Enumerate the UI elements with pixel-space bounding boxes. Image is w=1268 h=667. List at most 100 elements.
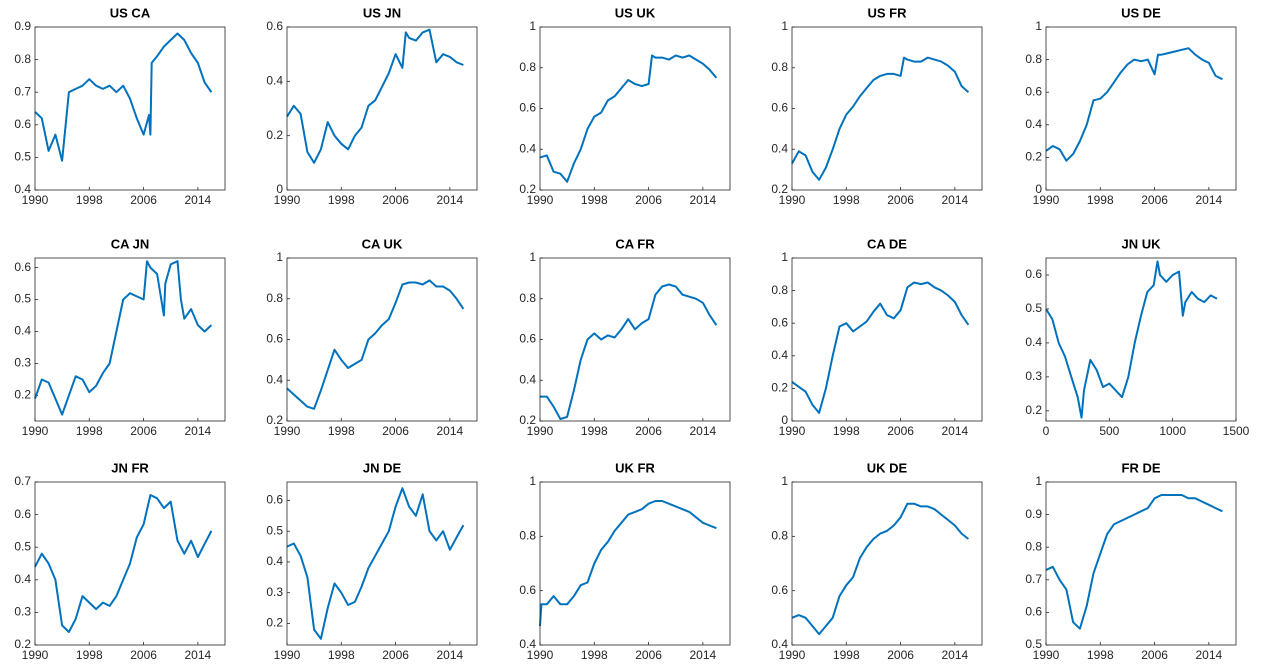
x-tick-label: 2006 bbox=[887, 648, 914, 662]
chart-title: UK FR bbox=[615, 460, 655, 475]
data-line bbox=[286, 487, 465, 640]
y-tick-label: 0.4 bbox=[1025, 335, 1042, 349]
x-tick-label: 2006 bbox=[130, 424, 157, 438]
x-tick-label: 1990 bbox=[527, 648, 554, 662]
y-tick-label: 0.8 bbox=[771, 529, 788, 543]
axes-box bbox=[539, 257, 731, 422]
x-tick-label: 1998 bbox=[833, 193, 860, 207]
x-tick-label: 2014 bbox=[690, 648, 717, 662]
x-tick-label: 1998 bbox=[581, 648, 608, 662]
y-tick-label: 0.9 bbox=[1025, 507, 1042, 521]
x-tick-label: 2006 bbox=[635, 648, 662, 662]
x-tick-label: 2006 bbox=[382, 193, 409, 207]
x-tick-label: 1998 bbox=[328, 424, 355, 438]
y-tick-label: 1 bbox=[1035, 19, 1042, 33]
x-tick-label: 1998 bbox=[328, 193, 355, 207]
x-tick-label: 2014 bbox=[185, 424, 212, 438]
y-tick-label: 0.6 bbox=[519, 101, 536, 115]
x-tick-label: 2006 bbox=[635, 424, 662, 438]
axes-box bbox=[286, 257, 478, 422]
y-tick-label: 0.6 bbox=[519, 332, 536, 346]
axes-box bbox=[1045, 26, 1237, 191]
chart-title: JN DE bbox=[363, 460, 402, 475]
x-tick-label: 1998 bbox=[328, 648, 355, 662]
chart-title: CA FR bbox=[615, 236, 655, 251]
y-tick-label: 0.4 bbox=[771, 637, 788, 651]
x-tick-label: 2006 bbox=[1141, 193, 1168, 207]
x-tick-label: 1990 bbox=[779, 424, 806, 438]
chart-title: US CA bbox=[110, 5, 151, 20]
x-tick-label: 1990 bbox=[22, 193, 49, 207]
y-tick-label: 0.6 bbox=[266, 493, 283, 507]
chart-title: CA DE bbox=[867, 236, 907, 251]
y-tick-label: 0.3 bbox=[1025, 369, 1042, 383]
y-tick-label: 0.2 bbox=[266, 128, 283, 142]
x-tick-label: 2014 bbox=[185, 648, 212, 662]
y-tick-label: 0.2 bbox=[771, 381, 788, 395]
y-tick-label: 0.6 bbox=[14, 507, 31, 521]
y-tick-label: 0.5 bbox=[14, 292, 31, 306]
chart-title: CA UK bbox=[362, 236, 403, 251]
y-tick-label: 0.8 bbox=[519, 529, 536, 543]
x-tick-label: 1990 bbox=[779, 648, 806, 662]
data-line bbox=[1045, 260, 1218, 419]
y-tick-label: 0.4 bbox=[14, 324, 31, 338]
y-tick-label: 0.4 bbox=[266, 372, 283, 386]
x-tick-label: 1998 bbox=[833, 424, 860, 438]
y-tick-label: 1 bbox=[1035, 474, 1042, 488]
y-tick-label: 0.8 bbox=[519, 60, 536, 74]
x-tick-label: 1990 bbox=[22, 424, 49, 438]
chart-title: US UK bbox=[615, 5, 656, 20]
y-tick-label: 1 bbox=[276, 250, 283, 264]
y-tick-label: 0.8 bbox=[1025, 52, 1042, 66]
y-tick-label: 0.5 bbox=[1025, 637, 1042, 651]
chart-title: FR DE bbox=[1122, 460, 1161, 475]
y-tick-label: 0.9 bbox=[14, 19, 31, 33]
axes-box bbox=[286, 26, 478, 191]
y-tick-label: 0.7 bbox=[14, 474, 31, 488]
y-tick-label: 0.4 bbox=[14, 182, 31, 196]
data-line bbox=[1045, 494, 1223, 630]
x-tick-label: 2014 bbox=[942, 424, 969, 438]
axes-box bbox=[34, 257, 226, 422]
x-tick-label: 500 bbox=[1099, 424, 1119, 438]
axes-box bbox=[791, 257, 983, 422]
x-tick-label: 1990 bbox=[1033, 193, 1060, 207]
data-line bbox=[34, 32, 213, 162]
y-tick-label: 0.2 bbox=[519, 413, 536, 427]
x-tick-label: 0 bbox=[1043, 424, 1050, 438]
y-tick-label: 0.6 bbox=[14, 260, 31, 274]
x-tick-label: 2006 bbox=[635, 193, 662, 207]
axes-box bbox=[34, 26, 226, 191]
y-tick-label: 0.6 bbox=[771, 583, 788, 597]
y-tick-label: 1 bbox=[529, 474, 536, 488]
data-line bbox=[34, 494, 213, 633]
x-tick-label: 2006 bbox=[382, 424, 409, 438]
x-tick-label: 1998 bbox=[76, 193, 103, 207]
x-tick-label: 2006 bbox=[887, 424, 914, 438]
data-line bbox=[540, 283, 718, 420]
y-tick-label: 0.8 bbox=[1025, 539, 1042, 553]
x-tick-label: 1998 bbox=[581, 193, 608, 207]
axes-box bbox=[539, 26, 731, 191]
x-tick-label: 1998 bbox=[76, 648, 103, 662]
y-tick-label: 0.8 bbox=[771, 283, 788, 297]
y-tick-label: 0.4 bbox=[519, 372, 536, 386]
data-line bbox=[791, 281, 970, 414]
y-tick-label: 0.2 bbox=[519, 182, 536, 196]
y-tick-label: 0.5 bbox=[14, 539, 31, 553]
y-tick-label: 1 bbox=[781, 474, 788, 488]
y-tick-label: 0.4 bbox=[519, 637, 536, 651]
x-tick-label: 1990 bbox=[1033, 648, 1060, 662]
y-tick-label: 0.6 bbox=[771, 101, 788, 115]
y-tick-label: 0.8 bbox=[519, 291, 536, 305]
chart-title: US DE bbox=[1121, 5, 1161, 20]
x-tick-label: 1998 bbox=[76, 424, 103, 438]
y-tick-label: 0.6 bbox=[1025, 84, 1042, 98]
x-tick-label: 2006 bbox=[130, 648, 157, 662]
y-tick-label: 0.4 bbox=[771, 348, 788, 362]
x-tick-label: 2014 bbox=[185, 193, 212, 207]
axes-box bbox=[286, 481, 478, 646]
x-tick-label: 1990 bbox=[274, 193, 301, 207]
data-line bbox=[1045, 47, 1223, 162]
